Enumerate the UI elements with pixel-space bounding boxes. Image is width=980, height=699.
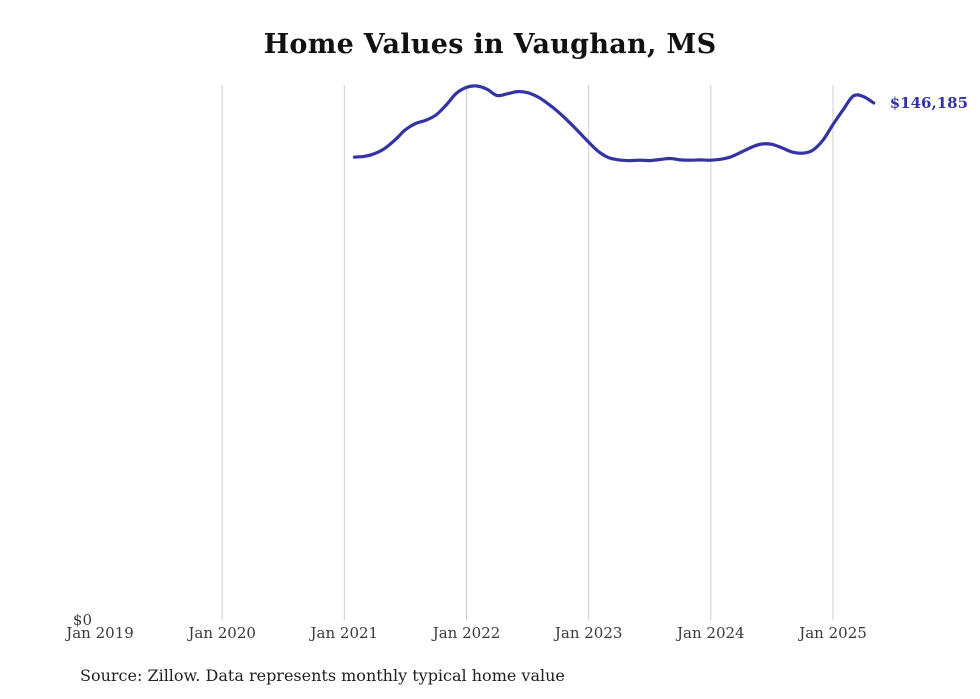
chart-title: Home Values in Vaughan, MS — [263, 29, 717, 60]
line-end-value-annotation: $146,185 — [889, 94, 968, 112]
y-axis-zero-label: $0 — [72, 611, 92, 629]
home-value-line-series — [352, 84, 876, 163]
source-note: Source: Zillow. Data represents monthly … — [80, 666, 565, 685]
